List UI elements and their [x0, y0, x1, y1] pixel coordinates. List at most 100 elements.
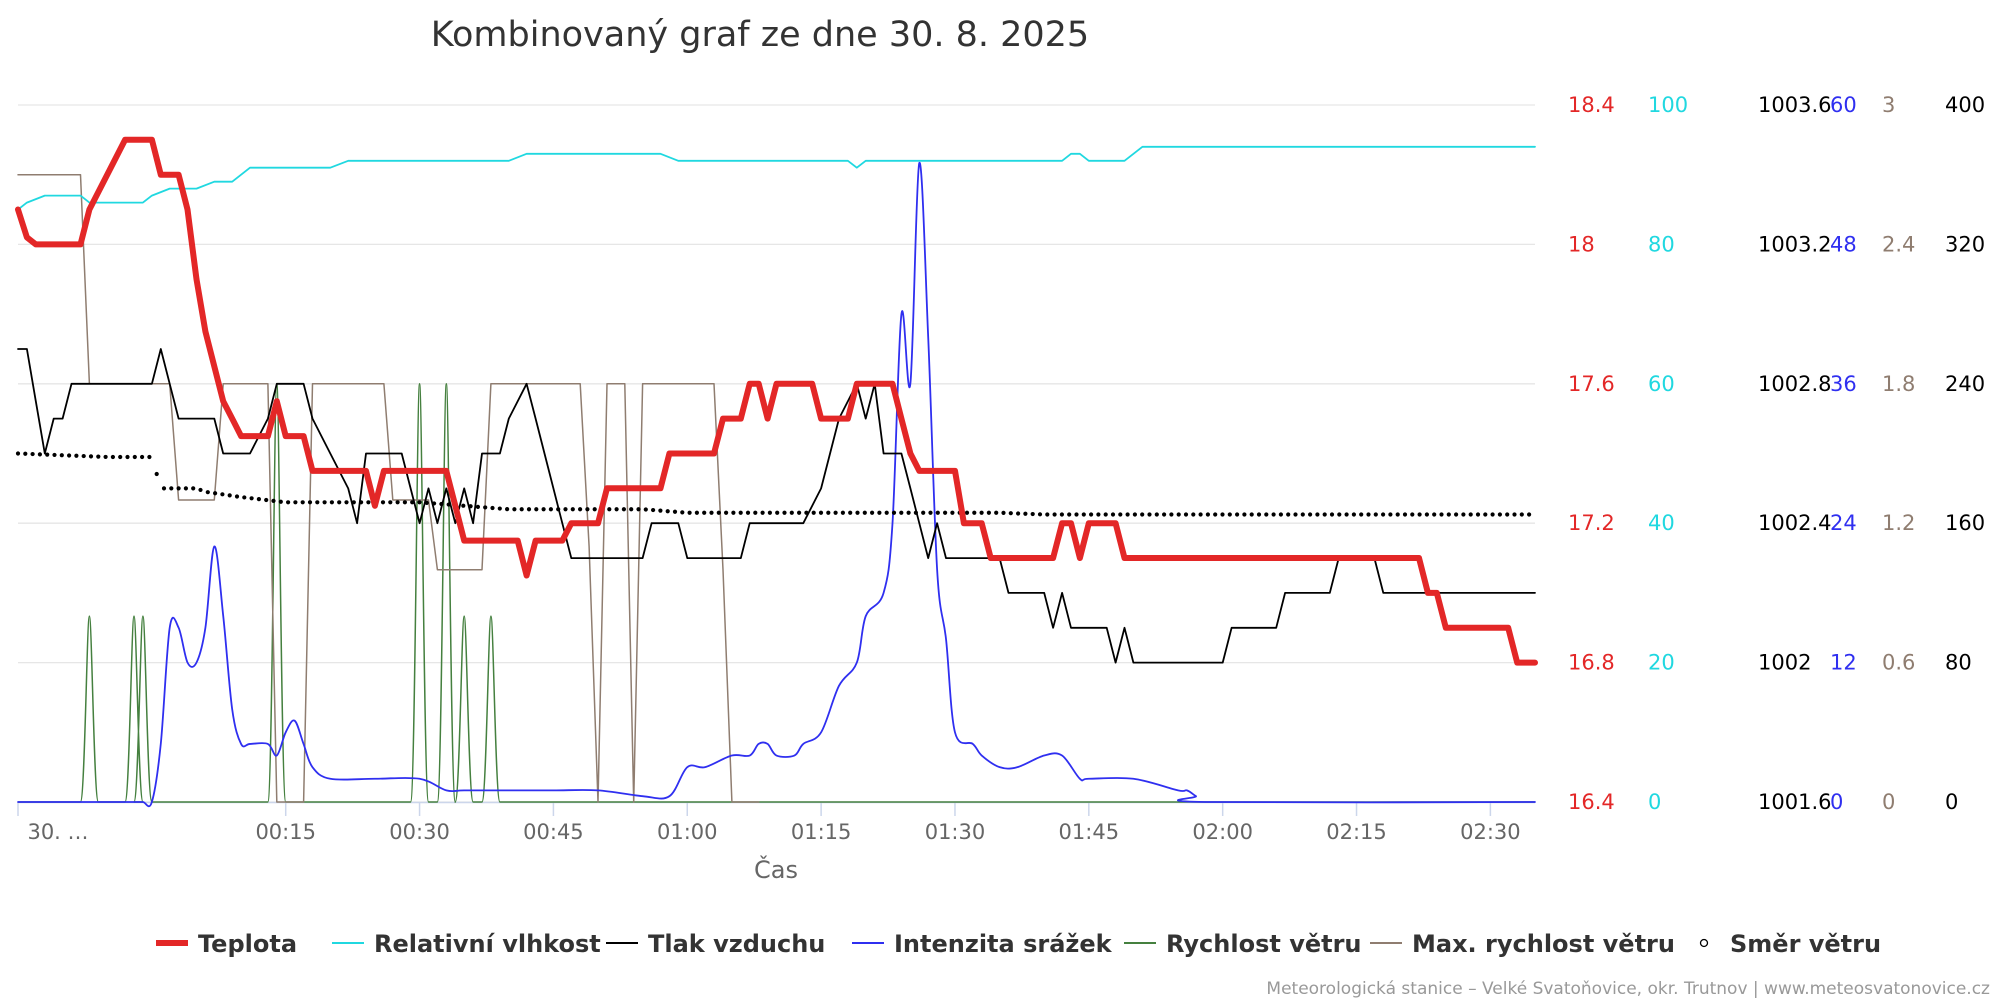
- wind-direction-point: [1089, 512, 1094, 517]
- y-tick-label-press: 1002: [1758, 651, 1811, 675]
- wind-direction-point: [745, 510, 751, 515]
- y-tick-label-wmax: 2.4: [1882, 232, 1915, 256]
- y-tick-label-rain: 12: [1830, 651, 1857, 675]
- wind-direction-point: [1213, 512, 1218, 517]
- legend-label: Max. rychlost větru: [1412, 930, 1675, 958]
- wind-direction-point: [1315, 512, 1320, 517]
- legend-label: Relativní vlhkost: [374, 930, 601, 958]
- wind-direction-point: [818, 510, 824, 515]
- legend-label: Rychlost větru: [1166, 930, 1362, 958]
- wind-direction-point: [1322, 512, 1327, 517]
- wind-direction-point: [694, 510, 700, 515]
- wind-direction-point: [483, 505, 488, 510]
- y-tick-label-rain: 60: [1830, 93, 1857, 117]
- wind-direction-point: [1198, 512, 1203, 517]
- wind-direction-point: [1103, 512, 1108, 517]
- y-tick-label-hum: 0: [1648, 790, 1661, 814]
- wind-direction-point: [1008, 511, 1013, 516]
- y-tick-label-temp: 16.8: [1568, 651, 1615, 675]
- wind-direction-point: [307, 500, 313, 505]
- legend-label: Teplota: [198, 930, 297, 958]
- wind-direction-point: [1278, 512, 1283, 517]
- wind-direction-point: [1118, 512, 1123, 517]
- wind-direction-point: [468, 504, 473, 509]
- wind-direction-point: [271, 498, 276, 503]
- legend-item[interactable]: Max. rychlost větru: [1370, 930, 1675, 958]
- chart-title: Kombinovaný graf ze dne 30. 8. 2025: [431, 15, 1089, 55]
- wind-direction-point: [337, 500, 342, 505]
- wind-direction-point: [505, 507, 510, 512]
- wind-direction-point: [687, 510, 692, 515]
- wind-direction-point: [198, 487, 203, 493]
- wind-direction-point: [1147, 512, 1152, 517]
- wind-direction-point: [526, 507, 532, 512]
- wind-direction-point: [380, 500, 386, 505]
- wind-direction-point: [410, 500, 415, 505]
- wind-direction-point: [1183, 512, 1189, 517]
- legend-item[interactable]: Relativní vlhkost: [332, 930, 601, 958]
- wind-direction-point: [979, 510, 984, 515]
- wind-direction-point: [205, 490, 210, 495]
- wind-direction-point: [680, 510, 685, 515]
- wind-direction-point: [1329, 512, 1335, 517]
- series-rain-smooth: [17, 162, 1536, 808]
- wind-direction-point: [1388, 512, 1393, 517]
- wind-direction-point: [154, 471, 159, 477]
- legend-item[interactable]: Rychlost větru: [1124, 930, 1362, 958]
- wind-direction-point: [1256, 512, 1262, 517]
- x-tick-label: 00:30: [389, 820, 450, 844]
- wind-direction-point: [125, 454, 130, 460]
- legend-item[interactable]: Směr větru: [1699, 930, 1882, 958]
- series-line-press: [17, 348, 1536, 664]
- wind-direction-point: [884, 510, 889, 515]
- wind-direction-point: [220, 492, 225, 497]
- credits[interactable]: Meteorologická stanice – Velké Svatoňovi…: [1266, 979, 1990, 999]
- wind-direction-point: [1154, 512, 1159, 517]
- wind-direction-point: [1381, 512, 1386, 517]
- wind-direction-point: [37, 452, 43, 457]
- wind-direction-point: [81, 453, 86, 459]
- wind-direction-point: [497, 506, 502, 511]
- wind-direction-point: [826, 510, 831, 515]
- wind-direction-point: [848, 510, 853, 515]
- wind-direction-point: [986, 510, 992, 515]
- wind-direction-point: [906, 510, 911, 515]
- wind-direction-point: [242, 495, 247, 500]
- wind-direction-point: [1132, 512, 1137, 517]
- legend-item[interactable]: Teplota: [156, 930, 297, 958]
- wind-direction-point: [1096, 512, 1101, 517]
- wind-direction-point: [921, 510, 926, 515]
- y-tick-label-press: 1003.2: [1758, 232, 1831, 256]
- wind-direction-point: [1074, 512, 1079, 517]
- x-tick-label: 30. …: [27, 820, 88, 844]
- wind-direction-point: [1446, 512, 1451, 517]
- legend: Teplota Relativní vlhkost Tlak vzduchu Inte…: [156, 930, 1881, 958]
- wind-direction-point: [716, 510, 721, 515]
- series: [15, 136, 1538, 808]
- wind-direction-point: [855, 510, 860, 515]
- wind-direction-point: [643, 507, 648, 512]
- wind-direction-point: [534, 507, 539, 512]
- wind-direction-point: [110, 454, 115, 460]
- wind-direction-point: [928, 510, 933, 515]
- wind-direction-point: [541, 507, 546, 512]
- y-tick-label-press: 1002.8: [1758, 372, 1831, 396]
- wind-direction-point: [840, 510, 846, 515]
- y-tick-label-press: 1002.4: [1758, 511, 1831, 535]
- wind-direction-point: [96, 454, 101, 459]
- x-axis-label: Čas: [754, 854, 798, 884]
- y-tick-label-dir: 160: [1945, 511, 1985, 535]
- wind-direction-point: [234, 494, 240, 499]
- legend-item[interactable]: Tlak vzduchu: [606, 930, 825, 958]
- wind-direction-point: [140, 454, 145, 460]
- wind-direction-point: [811, 510, 816, 515]
- y-tick-label-hum: 20: [1648, 651, 1675, 675]
- wind-direction-point: [738, 510, 743, 515]
- legend-symbol: [1699, 938, 1709, 948]
- legend-item[interactable]: Intenzita srážek: [852, 930, 1113, 958]
- wind-direction-point: [424, 500, 429, 505]
- series-line-wind-speed: [18, 383, 1535, 803]
- wind-direction-point: [395, 500, 400, 505]
- wind-direction-point: [760, 510, 765, 515]
- wind-direction-point: [1410, 512, 1415, 517]
